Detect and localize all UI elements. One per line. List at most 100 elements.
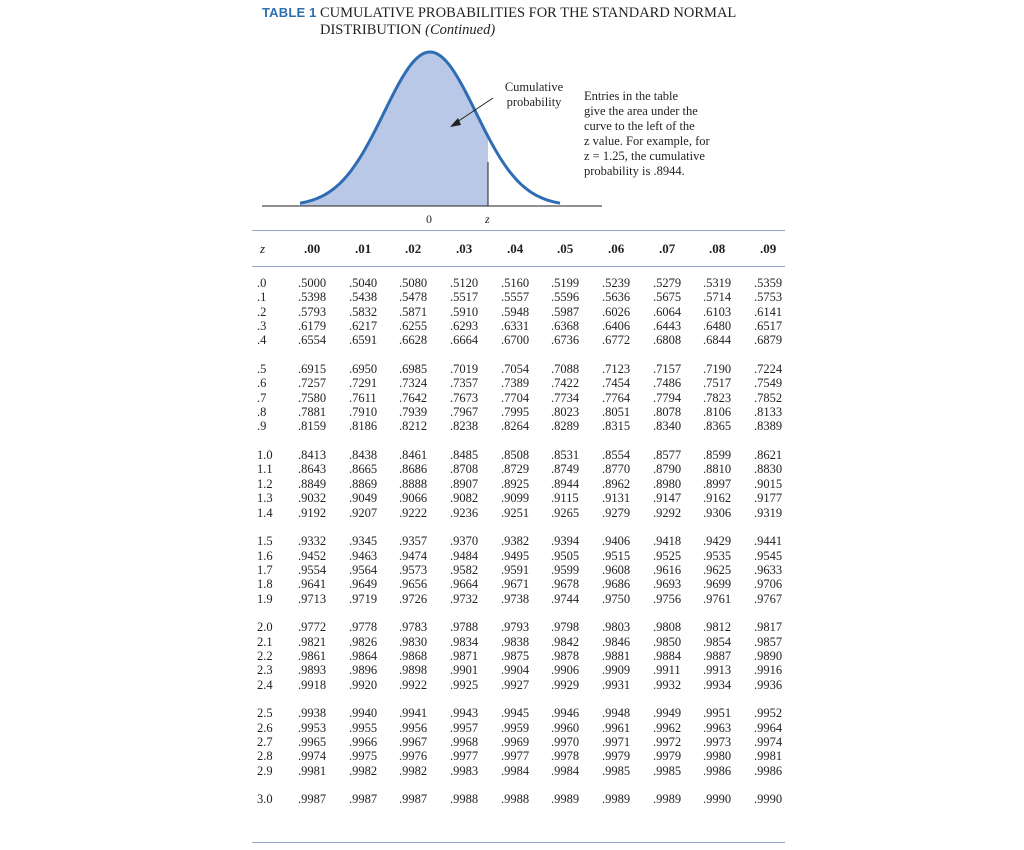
- probability-cell: .5793: [298, 304, 327, 319]
- probability-cell: .9978: [551, 749, 580, 764]
- probability-cell: .9699: [703, 577, 732, 592]
- probability-cell: .9545: [754, 548, 783, 563]
- probability-cell: .9878: [551, 648, 580, 663]
- probability-cell: .9936: [754, 677, 783, 692]
- z-value-cell: 1.8: [257, 577, 273, 592]
- probability-cell: .8508: [501, 448, 530, 463]
- z-value-cell: 2.5: [257, 706, 273, 721]
- probability-cell: .7054: [501, 362, 530, 377]
- probability-cell: .9920: [349, 677, 378, 692]
- probability-cell: .9192: [298, 505, 327, 520]
- table-label: TABLE 1: [262, 5, 317, 20]
- probability-cell: .9989: [653, 792, 682, 807]
- probability-cell: .8708: [450, 462, 479, 477]
- probability-cell: .9938: [298, 706, 327, 721]
- probability-cell: .9756: [653, 591, 682, 606]
- z-value-cell: .2: [257, 304, 267, 319]
- probability-cell: .9988: [450, 792, 479, 807]
- table-row: .7 .7580 .7611 .7642 .7673 .7704 .7734 .7764 .77…: [252, 391, 785, 405]
- z-value-cell: 2.7: [257, 734, 273, 749]
- probability-cell: .7642: [399, 390, 428, 405]
- probability-cell: .9896: [349, 663, 378, 678]
- probability-cell: .9429: [703, 534, 732, 549]
- probability-cell: .8485: [450, 448, 479, 463]
- probability-cell: .9913: [703, 663, 732, 678]
- probability-cell: .8315: [602, 419, 631, 434]
- probability-cell: .6141: [754, 304, 783, 319]
- probability-cell: .6628: [399, 333, 428, 348]
- probability-cell: .7123: [602, 362, 631, 377]
- note-line-5: z = 1.25, the cumulative: [584, 149, 705, 163]
- table-note: Entries in the table give the area under…: [584, 89, 719, 179]
- probability-cell: .8023: [551, 405, 580, 420]
- probability-cell: .8790: [653, 462, 682, 477]
- z-value-cell: 2.3: [257, 663, 273, 678]
- probability-cell: .9982: [349, 763, 378, 778]
- probability-cell: .9932: [653, 677, 682, 692]
- z-value-cell: .1: [257, 290, 267, 305]
- probability-cell: .9573: [399, 562, 428, 577]
- probability-cell: .6985: [399, 362, 428, 377]
- table-row: 2.9 .9981 .9982 .9982 .9983 .9984 .9984 .9985 .9…: [252, 764, 785, 778]
- probability-cell: .8106: [703, 405, 732, 420]
- probability-cell: .8413: [298, 448, 327, 463]
- probability-cell: .8051: [602, 405, 631, 420]
- title-line-1: CUMULATIVE PROBABILITIES FOR THE STANDAR…: [320, 5, 737, 21]
- probability-cell: .7704: [501, 390, 530, 405]
- probability-cell: .8577: [653, 448, 682, 463]
- callout-arrowhead: [450, 118, 461, 127]
- probability-cell: .8980: [653, 476, 682, 491]
- table-row: 1.9 .9713 .9719 .9726 .9732 .9738 .9744 .9750 .9…: [252, 592, 785, 606]
- table-row: 1.4 .9192 .9207 .9222 .9236 .9251 .9265 .9279 .9…: [252, 506, 785, 520]
- probability-cell: .8849: [298, 476, 327, 491]
- table-row: 1.3 .9032 .9049 .9066 .9082 .9099 .9115 .9131 .9…: [252, 491, 785, 505]
- probability-cell: .8264: [501, 419, 530, 434]
- probability-cell: .9418: [653, 534, 682, 549]
- probability-cell: .9678: [551, 577, 580, 592]
- probability-cell: .9884: [653, 648, 682, 663]
- table-bottom-rule: [252, 842, 785, 843]
- probability-cell: .5636: [602, 290, 631, 305]
- probability-cell: .9292: [653, 505, 682, 520]
- probability-cell: .7673: [450, 390, 479, 405]
- table-row: 1.1 .8643 .8665 .8686 .8708 .8729 .8749 .8770 .8…: [252, 462, 785, 476]
- column-header: .08: [709, 241, 726, 256]
- probability-cell: .9990: [754, 792, 783, 807]
- table-row: 1.8 .9641 .9649 .9656 .9664 .9671 .9678 .9686 .9…: [252, 577, 785, 591]
- probability-cell: .9535: [703, 548, 732, 563]
- probability-cell: .9131: [602, 491, 631, 506]
- probability-cell: .5987: [551, 304, 580, 319]
- probability-cell: .9382: [501, 534, 530, 549]
- table-row: .3 .6179 .6217 .6255 .6293 .6331 .6368 .6406 .64…: [252, 319, 785, 333]
- probability-cell: .8907: [450, 476, 479, 491]
- probability-cell: .8770: [602, 462, 631, 477]
- probability-cell: .9988: [501, 792, 530, 807]
- probability-cell: .9463: [349, 548, 378, 563]
- normal-curve-figure: 0 z: [262, 50, 602, 226]
- bell-curve: [299, 50, 561, 205]
- probability-cell: .9319: [754, 505, 783, 520]
- table-row: 2.0 .9772 .9778 .9783 .9788 .9793 .9798 .9803 .9…: [252, 620, 785, 634]
- probability-cell: .9505: [551, 548, 580, 563]
- probability-cell: .5557: [501, 290, 530, 305]
- probability-cell: .9890: [754, 648, 783, 663]
- probability-cell: .6808: [653, 333, 682, 348]
- probability-cell: .8438: [349, 448, 378, 463]
- table-row: 2.2 .9861 .9864 .9868 .9871 .9875 .9878 .9881 .9…: [252, 649, 785, 663]
- probability-cell: .8888: [399, 476, 428, 491]
- table-row: 2.1 .9821 .9826 .9830 .9834 .9838 .9842 .9846 .9…: [252, 635, 785, 649]
- probability-cell: .9625: [703, 562, 732, 577]
- probability-cell: .9608: [602, 562, 631, 577]
- probability-cell: .9664: [450, 577, 479, 592]
- probability-cell: .9162: [703, 491, 732, 506]
- z-value-cell: 2.0: [257, 620, 273, 635]
- probability-cell: .9977: [501, 749, 530, 764]
- probability-cell: .9987: [399, 792, 428, 807]
- probability-cell: .6103: [703, 304, 732, 319]
- table-row: 2.7 .9965 .9966 .9967 .9968 .9969 .9970 .9971 .9…: [252, 735, 785, 749]
- probability-cell: .7088: [551, 362, 580, 377]
- probability-cell: .5517: [450, 290, 479, 305]
- z-value-cell: .4: [257, 333, 267, 348]
- probability-cell: .9441: [754, 534, 783, 549]
- probability-cell: .8962: [602, 476, 631, 491]
